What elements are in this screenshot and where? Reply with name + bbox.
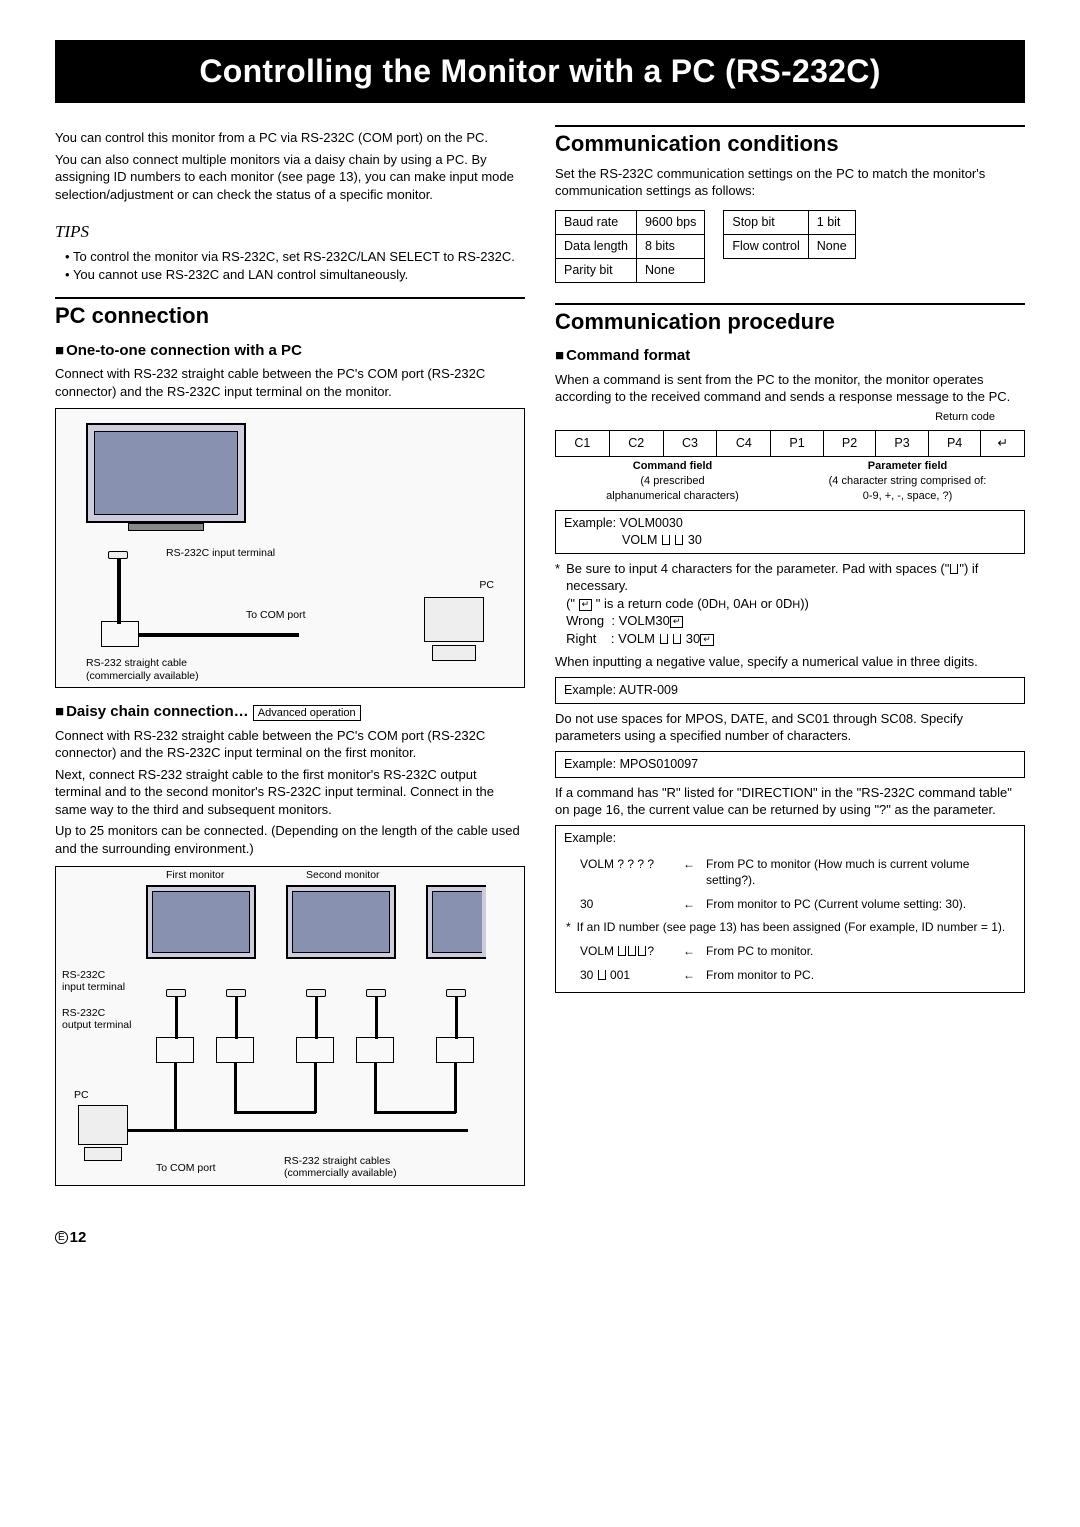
q2c3: From monitor to PC (Current volume setti… [702,893,1014,915]
one-to-one-text: Connect with RS-232 straight cable betwe… [55,365,525,400]
cell-p4: P4 [928,431,981,457]
q-id-note: If an ID number (see page 13) has been a… [577,919,1006,935]
arrow-icon: ← [678,853,700,891]
page-banner: Controlling the Monitor with a PC (RS-23… [55,40,1025,103]
cell-c2: C2 [609,431,663,457]
diag1-label-cable: RS-232 straight cable (commercially avai… [86,657,199,681]
t1r3c2: None [636,258,704,282]
note3: Wrong : VOLM30↵ [566,612,1025,630]
cell-c3: C3 [663,431,717,457]
q2c1: 30 [566,893,676,915]
q3c1: VOLM ? [566,940,676,962]
comm-cond-heading: Communication conditions [555,125,1025,159]
d2-out: RS-232C output terminal [62,1007,131,1031]
cf-d: (4 prescribed alphanumerical characters) [606,475,739,502]
mpos-text: Do not use spaces for MPOS, DATE, and SC… [555,710,1025,745]
command-format-heading: Command format [555,346,1025,366]
pc-connection-heading: PC connection [55,297,525,331]
note2: (" ↵ " is a return code (0DH, 0AH or 0DH… [566,595,1025,613]
tips-item-1: To control the monitor via RS-232C, set … [65,248,525,266]
d2-in: RS-232C input terminal [62,969,125,993]
right-column: Communication conditions Set the RS-232C… [555,125,1025,1199]
arrow-icon: ← [678,940,700,962]
pf-d: (4 character string comprised of: 0-9, +… [829,475,987,502]
advanced-tag: Advanced operation [253,705,361,721]
star-icon: * [555,560,560,648]
cell-c4: C4 [717,431,771,457]
left-column: You can control this monitor from a PC v… [55,125,525,1199]
q1c1: VOLM ? ? ? ? [566,853,676,891]
intro-p2: You can also connect multiple monitors v… [55,151,525,204]
format-table: C1 C2 C3 C4 P1 P2 P3 P4 ↵ [555,430,1025,457]
t1r1c2: 9600 bps [636,210,704,234]
query-example: Example: VOLM ? ? ? ? ← From PC to monit… [555,825,1025,993]
daisy-chain-heading: Daisy chain connection… Advanced operati… [55,702,525,722]
tips-item-2: You cannot use RS-232C and LAN control s… [65,266,525,284]
example-1: Example: VOLM0030 VOLM 30 [555,510,1025,554]
example-2: Example: AUTR-009 [555,677,1025,704]
comm-proc-heading: Communication procedure [555,303,1025,337]
one-to-one-heading: One-to-one connection with a PC [55,341,525,361]
daisy-p2: Next, connect RS-232 straight cable to t… [55,766,525,819]
settings-table-1: Baud rate9600 bps Data length8 bits Pari… [555,210,705,283]
daisy-chain-diagram: First monitor Second monitor RS-232C inp… [55,866,525,1186]
t2r1c2: 1 bit [808,210,855,234]
cell-p1: P1 [771,431,824,457]
t1r1c1: Baud rate [556,210,637,234]
arrow-icon: ← [678,893,700,915]
note4: Right : VOLM 30↵ [566,630,1025,648]
t1r2c2: 8 bits [636,234,704,258]
return-code-label: Return code [555,410,1025,425]
pf-h: Parameter field [868,460,947,472]
parameter-notes: Be sure to input 4 characters for the pa… [566,560,1025,648]
d2-cables: RS-232 straight cables (commercially ava… [284,1155,397,1179]
page-number: 12 [70,1229,87,1246]
daisy-p1: Connect with RS-232 straight cable betwe… [55,727,525,762]
tips-heading: TIPS [55,221,525,244]
command-field-label: Command field (4 prescribed alphanumeric… [555,459,790,504]
one-to-one-diagram: RS-232C input terminal PC To COM port RS… [55,408,525,688]
ex1b: VOLM 30 [564,532,1016,549]
q4c1: 30 001 [566,964,676,986]
page-footer: E12 [55,1228,1025,1248]
cell-cr: ↵ [981,431,1025,457]
ex1a: Example: VOLM0030 [564,515,1016,532]
daisy-p3: Up to 25 monitors can be connected. (Dep… [55,822,525,857]
q-ex-label: Example: [564,830,1016,847]
negative-value-text: When inputting a negative value, specify… [555,653,1025,671]
intro-p1: You can control this monitor from a PC v… [55,129,525,147]
t1r2c1: Data length [556,234,637,258]
diag1-label-input: RS-232C input terminal [166,547,275,559]
note1: Be sure to input 4 characters for the pa… [566,560,1025,595]
t2r2c1: Flow control [724,234,808,258]
diag1-label-com: To COM port [246,609,306,621]
diag1-label-pc: PC [479,579,494,591]
cell-p3: P3 [876,431,929,457]
cell-c1: C1 [556,431,610,457]
d2-pc: PC [74,1089,89,1101]
cell-p2: P2 [823,431,876,457]
arrow-icon: ← [678,964,700,986]
settings-table-2: Stop bit1 bit Flow controlNone [723,210,855,259]
t2r2c2: None [808,234,855,258]
daisy-h-text: Daisy chain connection… [55,703,249,720]
t2r1c1: Stop bit [724,210,808,234]
cmd-format-text: When a command is sent from the PC to th… [555,371,1025,406]
star-icon: * [566,919,571,935]
t1r3c1: Parity bit [556,258,637,282]
d2-second: Second monitor [306,869,380,881]
example-3: Example: MPOS010097 [555,751,1025,778]
d2-com: To COM port [156,1162,216,1174]
comm-cond-text: Set the RS-232C communication settings o… [555,165,1025,200]
d2-first: First monitor [166,869,224,881]
q1c3: From PC to monitor (How much is current … [702,853,1014,891]
e-icon: E [55,1231,68,1244]
q4c3: From monitor to PC. [702,964,1014,986]
parameter-field-label: Parameter field (4 character string comp… [790,459,1025,504]
q3c3: From PC to monitor. [702,940,1014,962]
r-direction-text: If a command has "R" listed for "DIRECTI… [555,784,1025,819]
cf-h: Command field [633,460,712,472]
